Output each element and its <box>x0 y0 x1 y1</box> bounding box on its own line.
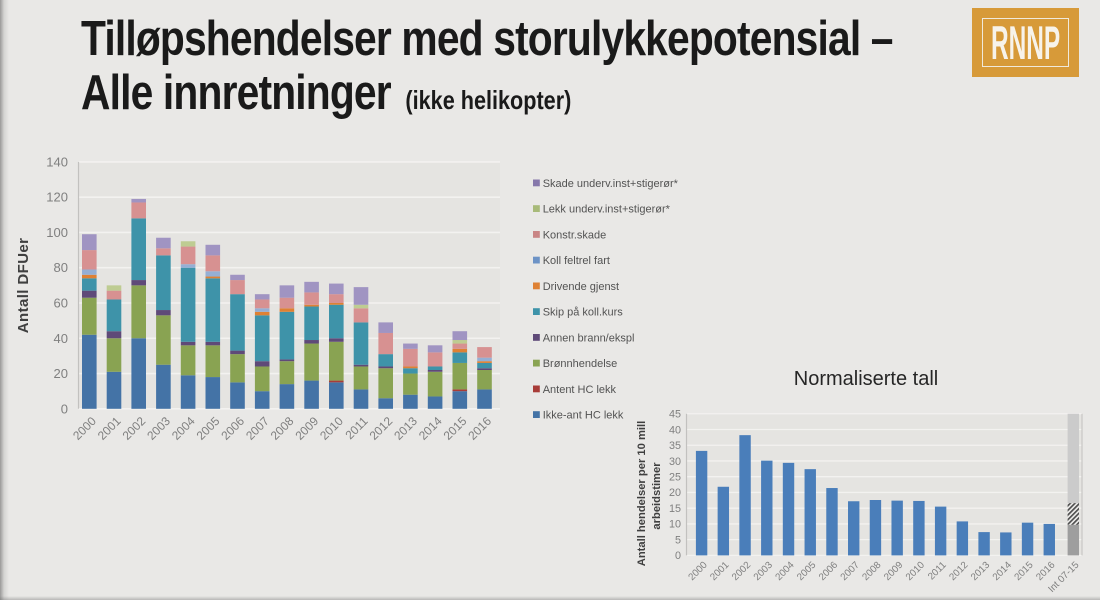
svg-text:2000: 2000 <box>70 414 99 443</box>
svg-text:Lekk underv.inst+stigerør*: Lekk underv.inst+stigerør* <box>543 204 671 216</box>
svg-text:35: 35 <box>669 440 681 452</box>
svg-text:2006: 2006 <box>218 414 247 443</box>
svg-text:2002: 2002 <box>120 414 149 443</box>
svg-text:2013: 2013 <box>969 559 993 583</box>
svg-text:20: 20 <box>54 366 68 381</box>
svg-text:2003: 2003 <box>752 559 776 583</box>
svg-text:2010: 2010 <box>904 559 928 583</box>
svg-text:20: 20 <box>669 487 681 499</box>
svg-text:2005: 2005 <box>795 559 819 583</box>
svg-text:25: 25 <box>669 472 681 484</box>
svg-text:2000: 2000 <box>687 559 711 583</box>
svg-text:140: 140 <box>46 154 68 169</box>
svg-text:2009: 2009 <box>882 560 905 583</box>
svg-text:Normaliserte tall: Normaliserte tall <box>794 368 938 390</box>
svg-text:0: 0 <box>61 401 68 416</box>
svg-text:60: 60 <box>54 295 68 310</box>
svg-text:2014: 2014 <box>991 559 1015 583</box>
svg-text:40: 40 <box>54 331 68 346</box>
svg-text:120: 120 <box>46 190 68 205</box>
svg-text:80: 80 <box>54 260 68 275</box>
svg-text:40: 40 <box>669 424 681 436</box>
svg-text:2011: 2011 <box>926 560 949 583</box>
svg-text:2015: 2015 <box>1012 559 1036 583</box>
svg-text:2007: 2007 <box>243 414 272 443</box>
svg-text:2004: 2004 <box>773 559 797 583</box>
svg-text:2005: 2005 <box>194 414 223 443</box>
svg-text:2012: 2012 <box>367 414 396 443</box>
svg-text:2011: 2011 <box>342 414 370 442</box>
svg-text:Annen brann/ekspl: Annen brann/ekspl <box>543 332 635 344</box>
svg-text:5: 5 <box>675 534 681 546</box>
svg-text:Skip på koll.kurs: Skip på koll.kurs <box>543 307 624 319</box>
svg-text:2009: 2009 <box>292 414 321 443</box>
svg-text:2007: 2007 <box>839 560 862 583</box>
svg-text:2015: 2015 <box>441 414 470 443</box>
svg-text:2010: 2010 <box>317 414 346 443</box>
svg-text:Drivende gjenst: Drivende gjenst <box>543 281 619 293</box>
svg-text:Brønnhendelse: Brønnhendelse <box>543 358 618 370</box>
svg-text:0: 0 <box>675 550 681 562</box>
svg-text:2013: 2013 <box>391 414 420 443</box>
svg-text:100: 100 <box>46 225 68 240</box>
svg-text:2012: 2012 <box>947 560 970 583</box>
svg-text:10: 10 <box>669 519 681 531</box>
svg-text:2003: 2003 <box>144 414 173 443</box>
svg-text:Konstr.skade: Konstr.skade <box>543 229 607 241</box>
svg-text:Antall hendelser per 10 mill: Antall hendelser per 10 mill <box>636 421 648 567</box>
svg-text:Ikke-ant HC lekk: Ikke-ant HC lekk <box>543 410 624 422</box>
svg-text:Skade underv.inst+stigerør*: Skade underv.inst+stigerør* <box>543 178 679 190</box>
svg-text:2004: 2004 <box>169 414 198 443</box>
svg-text:2014: 2014 <box>416 414 445 443</box>
svg-text:2006: 2006 <box>817 559 841 583</box>
svg-text:arbeidstimer: arbeidstimer <box>651 462 663 530</box>
svg-text:15: 15 <box>669 503 681 515</box>
svg-text:Koll feltrel fart: Koll feltrel fart <box>543 255 610 267</box>
svg-text:2001: 2001 <box>708 560 731 583</box>
svg-text:45: 45 <box>669 409 681 421</box>
svg-text:2001: 2001 <box>95 414 124 443</box>
svg-text:30: 30 <box>669 456 681 468</box>
svg-text:Antall DFUer: Antall DFUer <box>15 238 32 334</box>
svg-text:2016: 2016 <box>465 414 494 443</box>
svg-text:2008: 2008 <box>860 559 884 583</box>
svg-text:Antent HC lekk: Antent HC lekk <box>543 384 617 396</box>
svg-text:2008: 2008 <box>268 414 297 443</box>
svg-text:2002: 2002 <box>730 560 753 583</box>
